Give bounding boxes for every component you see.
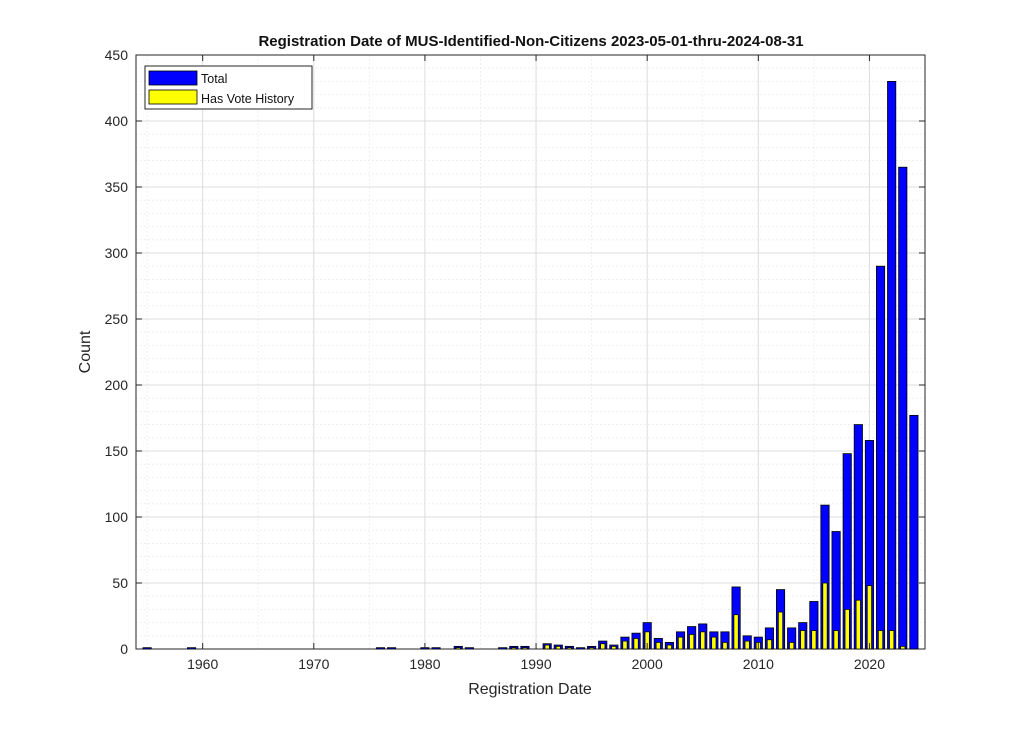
grid-layer [136,54,926,650]
y-tick-label: 0 [120,641,128,657]
x-tick-label: 1980 [409,656,440,672]
plot-area-border [135,54,926,650]
bar-vote-history [766,639,773,650]
bar-vote-history [455,647,461,650]
x-tick-label: 2010 [743,656,774,672]
legend: Total Has Vote History [144,65,313,110]
bar-vote-history [722,642,728,650]
x-tick-label: 1990 [520,656,551,672]
bars-layer [142,81,919,650]
bar-vote-history [566,647,572,650]
bar-total [498,647,508,650]
y-tick-label: 300 [105,245,129,261]
chart-title: Registration Date of MUS-Identified-Non-… [258,33,803,50]
bar-vote-history [511,647,517,650]
bar-total [375,647,386,650]
bar-vote-history [633,638,639,650]
bar-vote-history [622,640,628,650]
legend-label-vote-history: Has Vote History [201,92,295,106]
y-tick-label: 350 [105,179,129,195]
y-tick-label: 400 [105,113,129,129]
bar-vote-history [855,599,861,650]
bar-vote-history [611,645,617,650]
bar-vote-history [889,630,895,650]
bar-vote-history [800,630,806,650]
y-tick-label: 200 [105,377,129,393]
bar-total [875,265,886,650]
bar-total [142,647,152,650]
bar-vote-history [544,644,550,650]
ticks-layer: 0 50 100 150 200 250 300 350 400 450 1960 1970 1980 1… [105,47,925,672]
bar-vote-history [733,614,739,650]
legend-label-total: Total [201,72,227,86]
bar-vote-history [866,585,873,650]
bar-total [387,647,397,650]
x-tick-label: 2000 [632,656,663,672]
bar-vote-history [700,631,706,650]
bar-total [887,81,897,650]
bar-total [187,647,197,650]
bar-vote-history [811,630,817,650]
x-axis-label: Registration Date [468,681,592,698]
legend-swatch-total [148,70,198,86]
y-tick-label: 100 [105,509,129,525]
x-tick-label: 2020 [854,656,885,672]
y-tick-label: 150 [105,443,129,459]
bar-total [431,647,441,650]
bar-vote-history [589,647,595,650]
bar-total [898,166,908,650]
bar-vote-history [900,645,906,650]
bar-vote-history [555,645,561,650]
bar-vote-history [677,636,684,650]
y-tick-label: 450 [105,47,129,63]
y-tick-label: 50 [112,575,128,591]
bar-vote-history [666,644,673,650]
x-tick-label: 1960 [187,656,218,672]
legend-swatch-vote-history [148,89,198,105]
bar-vote-history [789,642,795,650]
x-tick-label: 1970 [298,656,329,672]
bar-vote-history [522,647,528,650]
bar-total [909,414,919,650]
y-axis-label: Count [77,330,94,373]
bar-vote-history [689,634,695,650]
bar-total [464,647,474,650]
bar-vote-history [833,630,839,650]
bar-vote-history [844,609,850,650]
bar-vote-history [822,582,828,650]
bar-vote-history [711,636,717,650]
bar-vote-history [655,642,661,650]
bar-vote-history [744,640,750,650]
y-tick-label: 250 [105,311,129,327]
bar-vote-history [600,643,606,650]
bar-vote-history [777,611,784,650]
bar-total [575,647,586,650]
bar-vote-history [877,630,884,650]
